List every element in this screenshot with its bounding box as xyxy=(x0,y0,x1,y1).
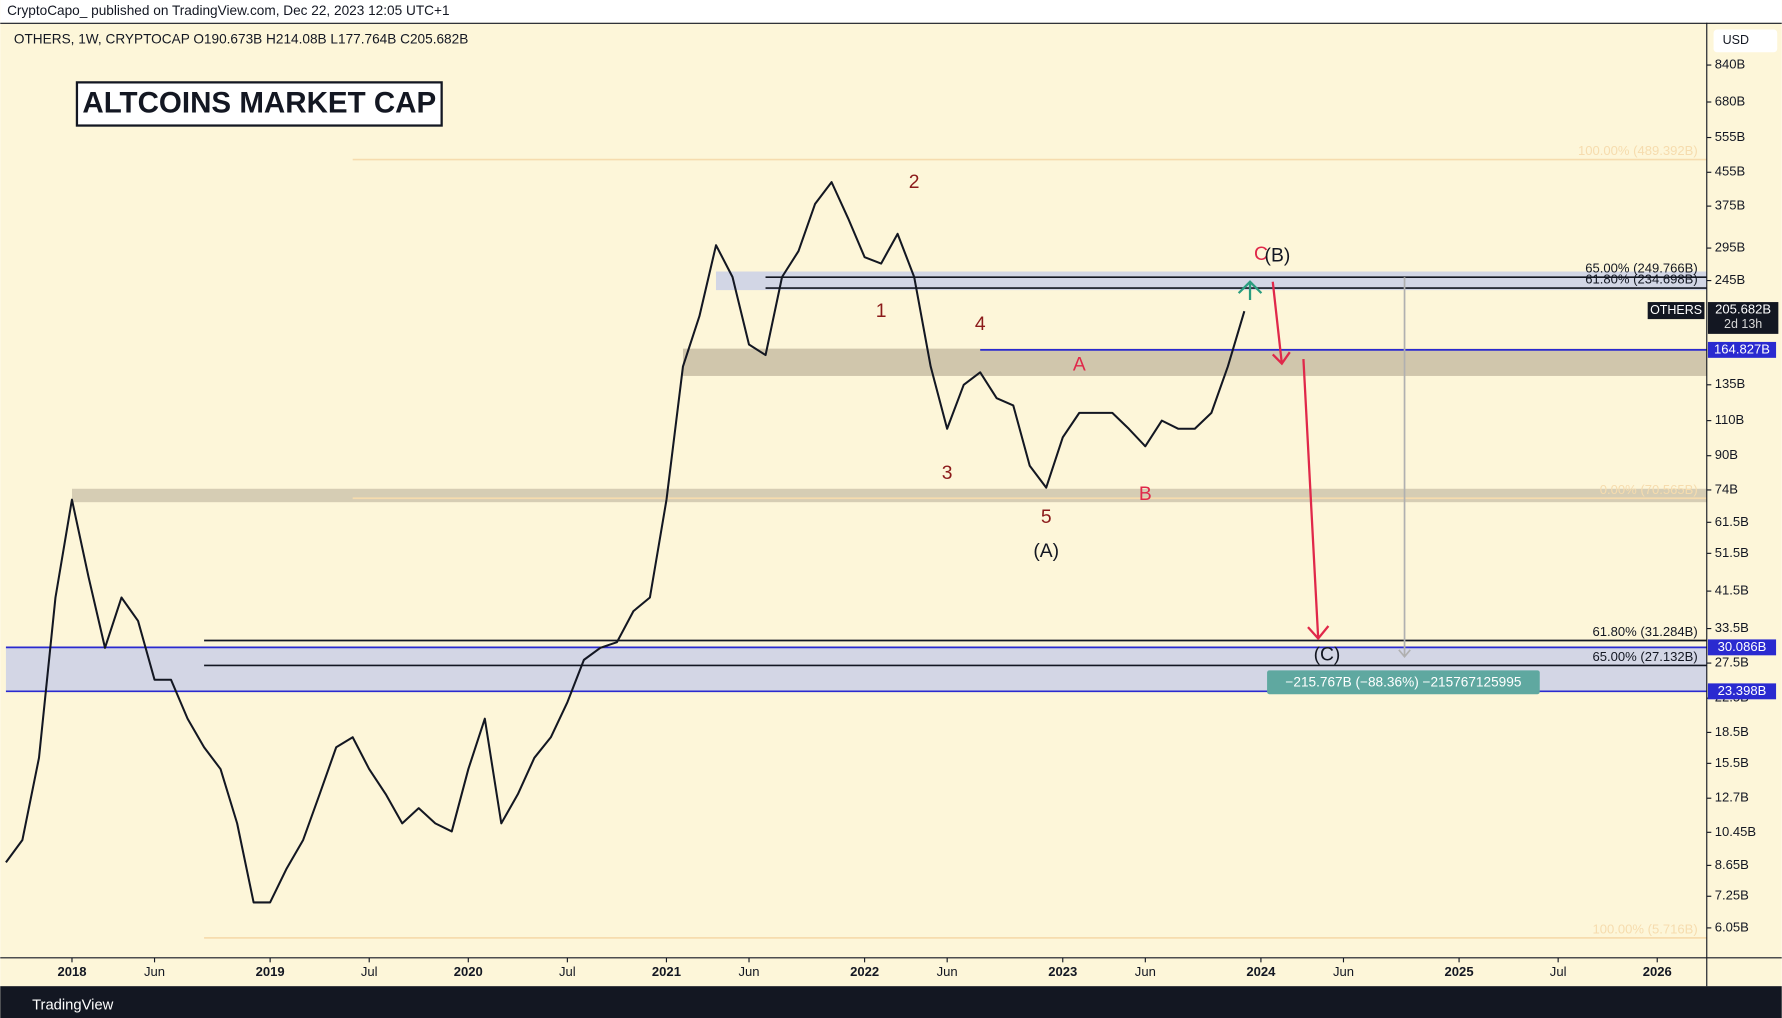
x-tick-label: 2018 xyxy=(57,964,86,979)
price-tag-label: 164.827B xyxy=(1714,341,1770,356)
title-box xyxy=(75,81,443,127)
x-tick-label: 2023 xyxy=(1048,964,1077,979)
price-line xyxy=(5,181,1246,904)
y-tick-label: 840B xyxy=(1715,57,1746,72)
y-tick-label: 15.5B xyxy=(1715,755,1749,770)
measure-label: −215.767B (−88.36%) −215767125995 xyxy=(1285,674,1521,689)
currency-button[interactable] xyxy=(1713,29,1778,53)
header: CryptoCapo_ published on TradingView.com… xyxy=(7,3,449,18)
chart-title: ALTCOINS MARKET CAP xyxy=(82,86,436,119)
symbol-tag xyxy=(1647,302,1705,320)
y-tick-label: 90B xyxy=(1715,447,1739,462)
zone xyxy=(715,271,1707,291)
x-tick-label: Jun xyxy=(1333,964,1354,979)
x-tick-label: 2026 xyxy=(1643,964,1672,979)
fib-label: 100.00% (5.716B) xyxy=(1593,921,1698,936)
measure-box xyxy=(1267,670,1540,695)
y-tick-label: 135B xyxy=(1715,376,1746,391)
wave-label: 2 xyxy=(909,172,920,193)
y-tick-label: 555B xyxy=(1715,129,1746,144)
fib-label: 100.00% (489.392B) xyxy=(1578,143,1698,158)
y-tick-label: 455B xyxy=(1715,164,1746,179)
measure-line xyxy=(1398,277,1411,659)
price-tag-label: 23.398B xyxy=(1718,683,1767,698)
x-tick-label: Jul xyxy=(1550,964,1567,979)
arrow xyxy=(1271,281,1291,366)
countdown-label: 2d 13h xyxy=(1724,317,1762,331)
y-tick-label: 375B xyxy=(1715,198,1746,213)
y-tick-label: 41.5B xyxy=(1715,583,1749,598)
wave-label: (C) xyxy=(1314,645,1341,666)
x-tick-label: 2021 xyxy=(652,964,681,979)
last-price-tag xyxy=(1707,302,1779,334)
y-tick-label: 8.65B xyxy=(1715,857,1749,872)
y-tick-label: 110B xyxy=(1715,412,1745,427)
wave-label: C xyxy=(1254,244,1268,265)
y-tick-label: 18.5B xyxy=(1715,724,1749,739)
legend-text: OTHERS, 1W, CRYPTOCAP O190.673B H214.08B… xyxy=(14,31,468,46)
wave-label: (B) xyxy=(1265,246,1291,267)
wave-label: (A) xyxy=(1033,541,1059,562)
arrows xyxy=(1237,277,1411,659)
header-bar xyxy=(0,0,1782,23)
fib-label: 61.80% (31.284B) xyxy=(1593,624,1698,639)
y-tick-label: 12.7B xyxy=(1715,790,1749,805)
x-tick-label: 2020 xyxy=(454,964,483,979)
fib-label: 65.00% (27.132B) xyxy=(1593,649,1698,664)
arrow xyxy=(1237,280,1263,300)
wave-label: 4 xyxy=(975,314,986,335)
y-tick-label: 51.5B xyxy=(1715,545,1749,560)
fib-label: 65.00% (249.766B) xyxy=(1585,261,1697,276)
price-tag xyxy=(1707,683,1777,700)
price-tag xyxy=(1707,341,1777,358)
wave-label: A xyxy=(1073,354,1086,375)
footer: TradingView xyxy=(32,997,114,1013)
wave-label: 3 xyxy=(942,463,953,484)
zone xyxy=(71,488,1707,503)
y-tick-label: 295B xyxy=(1715,240,1746,255)
wave-label: 1 xyxy=(876,301,887,322)
plot-area: 100.00% (489.392B)65.00% (249.766B)61.80… xyxy=(5,143,1707,939)
wave-label: B xyxy=(1139,484,1152,505)
y-tick-label: 61.5B xyxy=(1715,514,1749,529)
x-tick-label: 2025 xyxy=(1445,964,1474,979)
x-tick-label: Jun xyxy=(937,964,958,979)
y-tick-label: 33.5B xyxy=(1715,620,1749,635)
y-tick-label: 10.45B xyxy=(1715,824,1757,839)
arrow xyxy=(1302,358,1330,641)
currency[interactable]: USD xyxy=(1723,33,1749,47)
x-tick-label: 2022 xyxy=(850,964,879,979)
wave-label: 5 xyxy=(1041,507,1052,528)
price-tag-label: 30.086B xyxy=(1718,639,1767,654)
x-tick-label: 2019 xyxy=(256,964,285,979)
x-tick-label: Jul xyxy=(361,964,378,979)
x-tick-label: Jun xyxy=(144,964,165,979)
price-tag xyxy=(1707,639,1777,656)
x-tick-label: Jun xyxy=(738,964,759,979)
y-tick-label: 74B xyxy=(1715,481,1739,496)
y-tick-label: 6.05B xyxy=(1715,919,1749,934)
fib-label: 0.00% (70.565B) xyxy=(1600,482,1698,497)
y-tick-label: 7.25B xyxy=(1715,888,1749,903)
y-tick-label: 27.5B xyxy=(1715,655,1749,670)
zone xyxy=(682,348,1707,376)
x-tick-label: Jul xyxy=(559,964,576,979)
x-tick-label: Jun xyxy=(1135,964,1156,979)
symbol-tag-label: OTHERS xyxy=(1650,303,1702,317)
last-price-label: 205.682B xyxy=(1715,301,1771,316)
x-tick-label: 2024 xyxy=(1246,964,1276,979)
footer-bar xyxy=(0,986,1782,1018)
y-tick-label: 245B xyxy=(1715,272,1746,287)
y-tick-label: 680B xyxy=(1715,93,1746,108)
fib-label: 61.80% (234.698B) xyxy=(1585,272,1697,287)
